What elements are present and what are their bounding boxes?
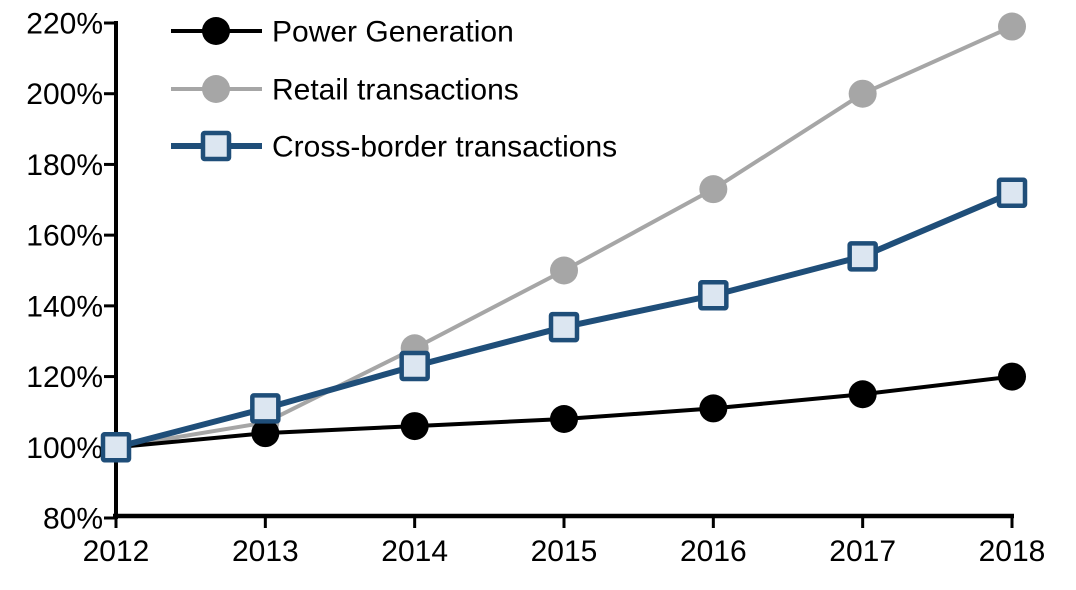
- data-point-circle: [998, 362, 1026, 391]
- series-retail-transactions: [102, 12, 1026, 462]
- legend-item-retail-transactions: Retail transactions: [171, 74, 519, 107]
- data-point-circle: [998, 12, 1026, 41]
- data-point-square: [698, 280, 729, 311]
- legend-item-power-generation: Power Generation: [171, 16, 514, 49]
- y-axis-label: 120%: [26, 361, 103, 394]
- legend-label: Cross-border transactions: [272, 131, 617, 164]
- legend-label: Retail transactions: [272, 74, 519, 107]
- data-point-square: [548, 311, 580, 343]
- legend-item-cross-border-transactions: Cross-border transactions: [171, 131, 617, 164]
- x-axis-label: 2014: [381, 535, 448, 568]
- data-point-square: [399, 350, 430, 382]
- x-axis-label: 2016: [680, 535, 747, 568]
- data-point-circle: [202, 17, 230, 45]
- data-point-square: [250, 393, 281, 424]
- data-point-square: [200, 130, 232, 162]
- x-axis-label: 2013: [232, 535, 299, 568]
- y-axis-label: 220%: [26, 8, 103, 41]
- data-point-square: [996, 177, 1028, 208]
- y-axis-label: 180%: [26, 149, 103, 182]
- data-point-circle: [202, 75, 230, 103]
- x-axis-label: 2015: [531, 535, 598, 568]
- y-axis-label: 100%: [26, 432, 103, 465]
- legend-label: Power Generation: [272, 16, 514, 49]
- legend: Power Generation Retail transactions Cross…: [171, 16, 617, 164]
- x-axis-label: 2018: [979, 535, 1046, 568]
- axes: 80% 100% 120% 140% 160% 180% 200% 220% 2012 2013 2…: [26, 8, 1045, 569]
- data-point-circle: [550, 256, 578, 285]
- data-point-square: [100, 432, 132, 463]
- series-cross-border-transactions: [100, 177, 1028, 463]
- data-point-circle: [699, 394, 728, 423]
- x-axis-label: 2012: [83, 535, 150, 568]
- y-axis-label: 160%: [26, 220, 103, 253]
- y-axis-label: 80%: [43, 503, 103, 536]
- y-axis-label: 140%: [26, 290, 103, 323]
- data-point-circle: [848, 380, 877, 409]
- x-axis-label: 2017: [829, 535, 896, 568]
- data-point-circle: [400, 412, 429, 441]
- y-axis-label: 200%: [26, 78, 103, 111]
- data-point-circle: [848, 79, 877, 108]
- data-point-circle: [550, 405, 578, 433]
- data-point-square: [847, 241, 878, 272]
- data-point-circle: [699, 175, 728, 204]
- data-point-circle: [251, 419, 280, 448]
